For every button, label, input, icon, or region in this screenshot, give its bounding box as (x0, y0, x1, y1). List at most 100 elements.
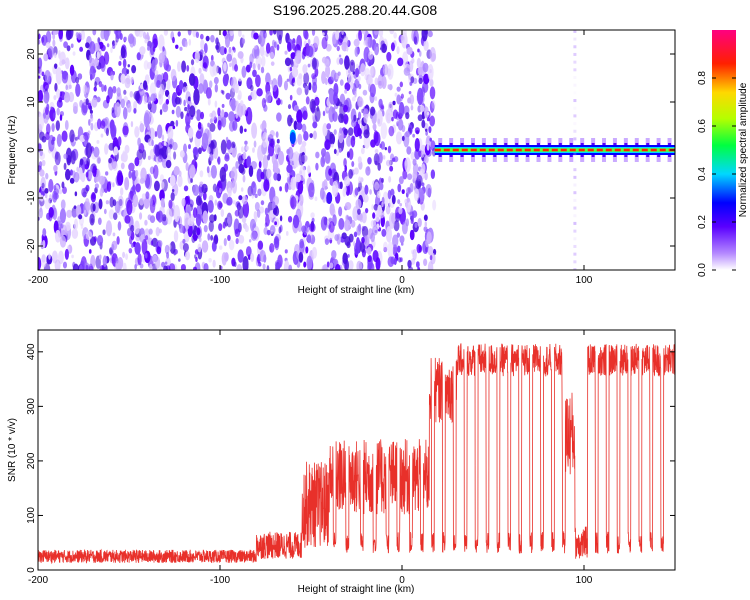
noise-blob (294, 50, 301, 64)
noise-blob (336, 57, 341, 65)
noise-blob (142, 80, 148, 90)
noise-blob (83, 192, 87, 197)
noise-blob (88, 170, 93, 181)
streak-blob (573, 221, 577, 225)
noise-blob (62, 186, 67, 194)
noise-blob (305, 246, 309, 254)
noise-blob (38, 257, 42, 270)
noise-blob (343, 104, 348, 113)
noise-blob (349, 59, 356, 73)
noise-blob (351, 96, 356, 102)
noise-blob (429, 102, 435, 113)
noise-blob (62, 261, 68, 269)
noise-blob (133, 220, 140, 235)
noise-blob (99, 187, 104, 197)
noise-blob (429, 254, 433, 261)
streak-blob (573, 99, 577, 103)
noise-blob (356, 225, 362, 236)
noise-blob (260, 123, 265, 130)
noise-blob (409, 229, 415, 241)
noise-blob (391, 194, 396, 205)
noise-blob (414, 127, 420, 134)
noise-blob (271, 78, 278, 92)
noise-blob (85, 142, 92, 159)
streak-blob (573, 191, 577, 195)
noise-blob (105, 220, 113, 237)
noise-blob (253, 211, 258, 220)
noise-blob (38, 57, 43, 70)
streak-blob (573, 37, 577, 41)
noise-blob (359, 63, 366, 77)
noise-blob (305, 85, 308, 90)
noise-blob (45, 41, 51, 49)
noise-blob (432, 199, 437, 211)
noise-blob (311, 246, 318, 259)
noise-blob (58, 50, 61, 57)
noise-blob (210, 34, 215, 43)
noise-blob (38, 113, 45, 131)
noise-blob (182, 238, 186, 244)
colorbar-tick-label: 0.8 (697, 71, 708, 85)
noise-blob (170, 120, 175, 127)
noise-blob (38, 66, 41, 74)
noise-blob (171, 188, 175, 193)
noise-blob (144, 252, 148, 259)
noise-blob (426, 111, 430, 116)
noise-blob (66, 154, 72, 166)
noise-blob (240, 103, 247, 116)
noise-blob (77, 73, 83, 80)
noise-blob (392, 109, 398, 120)
noise-blob (321, 265, 326, 270)
noise-blob (344, 55, 350, 70)
noise-blob (312, 130, 317, 140)
noise-blob (378, 151, 383, 164)
noise-blob (186, 64, 190, 72)
noise-blob (206, 166, 210, 174)
noise-blob (41, 159, 46, 167)
noise-blob (339, 79, 344, 86)
noise-blob (361, 225, 369, 238)
noise-blob (325, 64, 331, 78)
noise-blob (157, 90, 164, 105)
noise-blob (388, 212, 396, 229)
noise-blob (113, 212, 118, 221)
noise-blob (213, 234, 219, 245)
noise-blob (377, 162, 381, 171)
noise-blob (356, 237, 360, 247)
noise-blob (228, 239, 235, 251)
noise-blob (245, 145, 250, 151)
noise-blob (154, 69, 159, 76)
noise-blob (292, 214, 300, 229)
noise-blob (322, 122, 328, 137)
noise-blob (53, 52, 57, 58)
noise-blob (74, 136, 78, 141)
noise-blob (214, 199, 218, 206)
noise-blob (367, 36, 373, 49)
noise-blob (137, 253, 142, 266)
noise-blob (152, 46, 156, 52)
noise-blob (405, 112, 410, 120)
noise-blob (420, 105, 425, 112)
noise-blob (207, 122, 211, 128)
streak-blob (573, 30, 577, 33)
noise-blob (241, 195, 248, 205)
noise-blob (48, 194, 53, 201)
noise-blob (286, 41, 292, 52)
noise-blob (329, 131, 334, 140)
streak-blob (573, 114, 577, 118)
noise-blob (252, 147, 255, 153)
noise-blob (87, 102, 92, 110)
streak-blob (573, 237, 577, 241)
noise-blob (64, 119, 69, 131)
noise-blob (397, 118, 404, 131)
noise-blob (410, 151, 415, 161)
noise-blob (53, 46, 58, 56)
noise-blob (46, 103, 50, 112)
noise-blob (417, 66, 423, 76)
noise-blob (100, 120, 106, 129)
spectrogram-heatmap (38, 30, 675, 270)
noise-blob (130, 242, 135, 248)
noise-blob (102, 255, 108, 267)
noise-blob (361, 211, 367, 224)
noise-blob (154, 144, 160, 157)
